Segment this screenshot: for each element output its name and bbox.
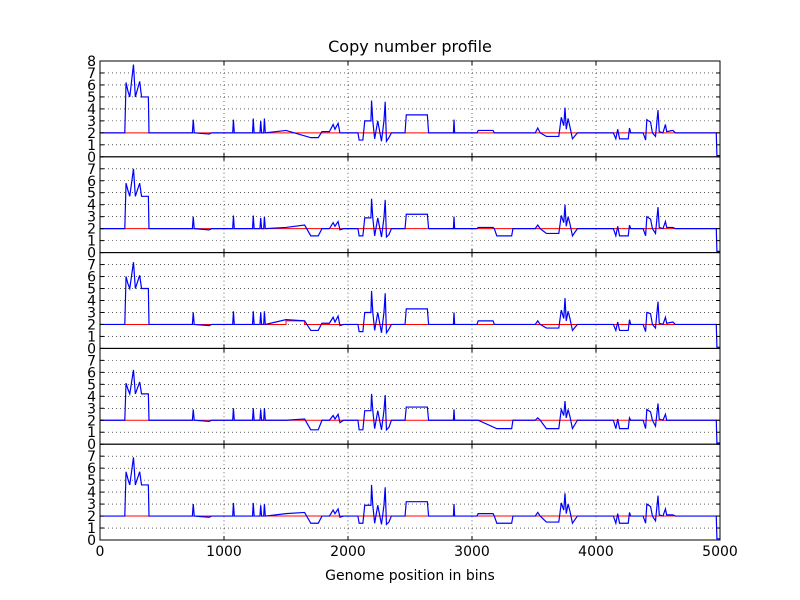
y-tick-label: 2: [87, 126, 96, 142]
y-tick-label: 5: [87, 282, 96, 298]
x-tick-labels: 0 1000 2000 3000 4000 5000: [96, 544, 738, 560]
copy-number-profile-line: [100, 457, 720, 540]
copy-number-profile-line: [100, 262, 720, 348]
y-tick-label: 5: [87, 186, 96, 202]
copy-number-profile-line: [100, 64, 720, 157]
y-tick-label: 0: [87, 437, 96, 453]
y-tick-label: 2: [87, 222, 96, 238]
y-tick-label: 6: [87, 461, 96, 477]
y-tick-label: 0: [87, 246, 96, 262]
y-tick-label: 1: [87, 234, 96, 250]
y-tick-label: 3: [87, 497, 96, 513]
y-tick-label: 5: [87, 473, 96, 489]
y-tick-label: 8: [87, 54, 96, 70]
y-tick-label: 6: [87, 270, 96, 286]
x-tick-label: 5000: [702, 544, 738, 560]
x-tick-label: 0: [96, 544, 105, 560]
y-tick-label: 4: [87, 294, 96, 310]
y-tick-label: 3: [87, 401, 96, 417]
copy-number-profile-line: [100, 369, 720, 444]
y-tick-label: 4: [87, 389, 96, 405]
y-tick-label: 7: [87, 66, 96, 82]
y-tick-label: 4: [87, 198, 96, 214]
y-tick-label: 1: [87, 329, 96, 345]
chart-title: Copy number profile: [328, 37, 492, 56]
x-tick-label: 3000: [454, 544, 490, 560]
y-tick-label: 6: [87, 174, 96, 190]
x-tick-label: 1000: [206, 544, 242, 560]
copy-number-profile-line: [100, 168, 720, 252]
y-tick-label: 4: [87, 485, 96, 501]
y-tick-label: 4: [87, 102, 96, 118]
y-tick-label: 0: [87, 341, 96, 357]
y-tick-label: 7: [87, 258, 96, 274]
x-tick-label: 4000: [578, 544, 614, 560]
y-tick-label: 1: [87, 425, 96, 441]
y-tick-label: 6: [87, 78, 96, 94]
y-tick-label: 2: [87, 413, 96, 429]
y-tick-label: 0: [87, 150, 96, 166]
y-tick-label: 3: [87, 114, 96, 130]
x-axis-label: Genome position in bins: [325, 568, 495, 584]
y-tick-label: 6: [87, 365, 96, 381]
y-tick-label: 0: [87, 533, 96, 549]
y-tick-label: 3: [87, 305, 96, 321]
y-tick-label: 2: [87, 317, 96, 333]
y-tick-label: 7: [87, 353, 96, 369]
y-tick-label: 1: [87, 138, 96, 154]
y-tick-label: 7: [87, 449, 96, 465]
x-tick-label: 2000: [330, 544, 366, 560]
y-tick-label: 2: [87, 509, 96, 525]
subplot-stack: 0123456780123456701234567012345670123456…: [87, 54, 721, 549]
y-tick-label: 5: [87, 377, 96, 393]
y-tick-label: 7: [87, 162, 96, 178]
y-tick-label: 5: [87, 90, 96, 106]
y-tick-label: 3: [87, 210, 96, 226]
y-tick-label: 1: [87, 521, 96, 537]
